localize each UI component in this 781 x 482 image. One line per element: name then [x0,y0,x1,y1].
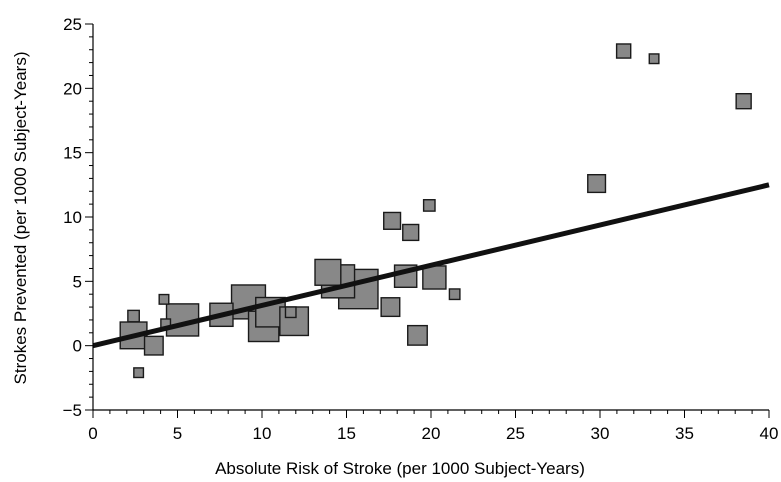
data-point [402,223,420,242]
data-point [448,288,461,301]
y-tick-label: 10 [63,208,82,227]
data-point [133,367,145,379]
data-point [407,324,428,346]
data-point [158,293,170,305]
x-tick-label: 30 [591,424,610,443]
data-point [314,258,342,286]
data-point [648,53,660,65]
y-tick-label: 15 [63,144,82,163]
y-tick-label: 20 [63,79,82,98]
x-tick-label: 35 [675,424,694,443]
fit-line [92,182,770,349]
x-tick-label: 40 [760,424,779,443]
y-tick-label: 5 [73,272,82,291]
data-point [143,335,164,356]
data-point [127,309,140,323]
x-tick-label: 0 [88,424,97,443]
x-tick-label: 5 [173,424,182,443]
data-point [615,43,632,59]
y-tick-label: 0 [73,337,82,356]
y-tick-label: 25 [63,15,82,34]
axes: 0 5 10 15 20 25 30 35 40 −5 0 5 10 15 20 25 [63,15,779,443]
x-tick-label: 20 [422,424,441,443]
x-ticks: 0 5 10 15 20 25 30 35 40 [88,410,778,443]
x-axis-title: Absolute Risk of Stroke (per 1000 Subjec… [215,459,585,478]
data-point [587,173,607,194]
data-point [380,297,401,318]
y-ticks: −5 0 5 10 15 20 25 [63,15,93,420]
data-point [422,199,436,212]
x-tick-label: 10 [253,424,272,443]
data-point [383,211,402,230]
x-tick-label: 25 [506,424,525,443]
data-point [284,306,297,319]
y-tick-label: −5 [63,401,82,420]
x-tick-label: 15 [337,424,356,443]
data-point [735,92,752,110]
plot-area [92,43,770,379]
data-point [422,265,447,290]
y-axis-title: Strokes Prevented (per 1000 Subject-Year… [11,52,30,385]
